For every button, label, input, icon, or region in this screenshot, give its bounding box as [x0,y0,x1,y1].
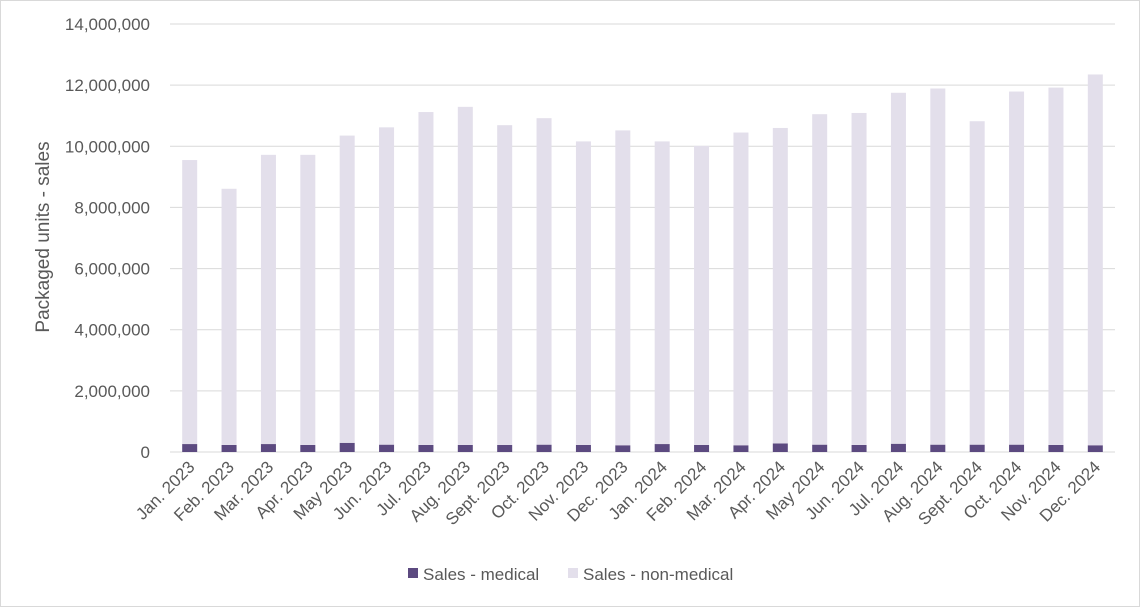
y-tick-label: 14,000,000 [65,15,150,34]
bar-medical [418,444,434,452]
bar-medical [339,442,355,452]
y-tick-label: 10,000,000 [65,137,150,156]
y-axis-label: Packaged units - sales [33,141,54,332]
bar-non-medical [457,106,473,445]
bar-medical [575,444,591,452]
bar-medical [930,444,946,452]
y-tick-label: 8,000,000 [74,198,150,217]
bar-medical [851,444,867,452]
bar-medical [536,444,552,452]
bar-non-medical [772,127,788,444]
bar-medical [772,443,788,452]
bar-medical [654,444,670,452]
legend-swatch [408,568,418,578]
bar-non-medical [1087,74,1103,446]
bar-non-medical [182,160,198,445]
bar-non-medical [418,112,434,445]
bar-medical [890,443,906,452]
bar-medical [260,444,276,452]
bar-medical [733,445,749,452]
bars [182,74,1103,452]
bar-medical [182,444,198,452]
y-axis-tick-labels: 0 2,000,000 4,000,000 6,000,000 8,000,000 10,… [65,15,150,462]
bar-non-medical [497,125,513,445]
bar-non-medical [969,121,985,445]
legend: Sales - medical Sales - non-medical [408,565,733,584]
bar-non-medical [890,92,906,444]
bar-non-medical [851,112,867,445]
bar-medical [1048,444,1064,452]
bar-non-medical [1009,91,1025,445]
bar-non-medical [300,154,316,445]
y-tick-label: 2,000,000 [74,382,150,401]
bar-non-medical [260,154,276,445]
bar-non-medical [1048,87,1064,445]
bar-non-medical [930,88,946,445]
bar-medical [300,444,316,452]
bar-medical [969,444,985,452]
bar-medical [615,445,631,452]
bar-non-medical [654,141,670,445]
bar-medical [457,444,473,452]
bar-medical [379,444,395,452]
bar-non-medical [379,127,395,445]
bar-medical [1087,445,1103,452]
legend-label: Sales - non-medical [583,565,733,584]
bar-non-medical [575,141,591,445]
bar-non-medical [339,135,355,443]
bar-medical [694,444,710,452]
bar-medical [812,444,828,452]
legend-swatch [568,568,578,578]
bar-non-medical [694,145,710,445]
bar-medical [221,444,237,452]
bar-medical [497,444,513,452]
y-tick-label: 0 [141,443,150,462]
bar-medical [1009,444,1025,452]
bar-non-medical [812,114,828,445]
gridlines [170,23,1115,392]
legend-label: Sales - medical [423,565,539,584]
y-tick-label: 6,000,000 [74,260,150,279]
bar-non-medical [536,118,552,445]
y-tick-label: 4,000,000 [74,321,150,340]
bar-non-medical [615,130,631,446]
bar-non-medical [733,132,749,446]
y-tick-label: 12,000,000 [65,76,150,95]
bar-non-medical [221,188,237,445]
